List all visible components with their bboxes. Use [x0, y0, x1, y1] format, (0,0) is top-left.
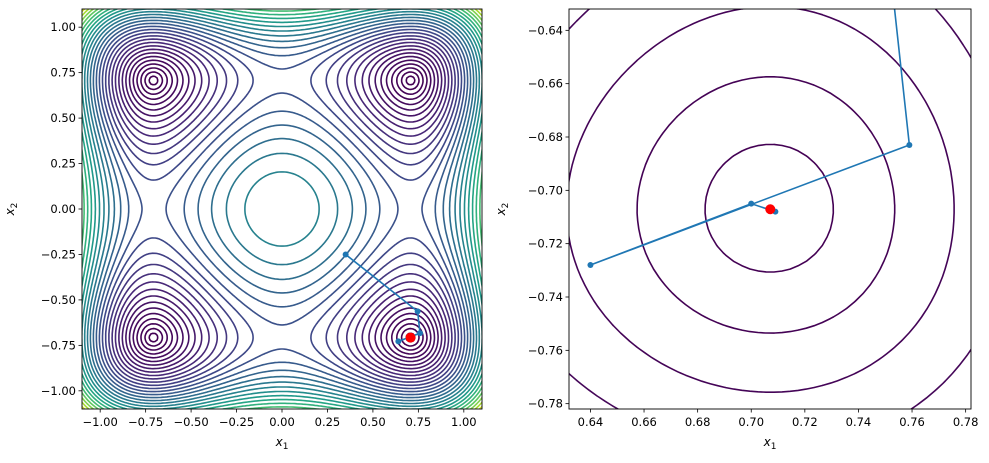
x-tick-label: 0.75	[406, 415, 432, 429]
trajectory-point	[395, 338, 402, 345]
x-tick-label: 0.66	[631, 415, 657, 429]
y-tick-label: −0.72	[528, 237, 563, 251]
contour-level-7	[125, 52, 439, 366]
x-tick-label: 0.74	[846, 415, 872, 429]
axes-frame	[568, 8, 972, 410]
y-tick-label: −0.25	[41, 247, 76, 261]
x-tick-label: 0.76	[899, 415, 925, 429]
y-tick-label: −0.66	[528, 77, 563, 91]
x-tick-label: 0.72	[792, 415, 818, 429]
y-tick-label: −0.75	[41, 338, 76, 352]
y-axis-label: x2	[3, 203, 20, 217]
y-tick-label: −0.68	[528, 130, 563, 144]
contour-level-16	[95, 22, 469, 396]
y-tick-label: 0.50	[50, 111, 76, 125]
contour-level-20	[83, 10, 481, 408]
contour-level-21	[82, 9, 482, 409]
contour-level-3	[140, 67, 424, 351]
y-tick-label: −0.64	[528, 23, 563, 37]
trajectory-point	[748, 200, 755, 207]
contour-level-17	[92, 19, 472, 399]
y-axis-label: x2	[494, 203, 511, 217]
contour-level-2	[144, 71, 420, 347]
x-tick-label: −0.50	[173, 415, 208, 429]
contour-level-27	[82, 9, 482, 409]
contour-level-10	[114, 41, 450, 377]
contour-level-5	[132, 59, 432, 359]
y-tick-label: 1.00	[50, 20, 76, 34]
optimum-point	[405, 332, 416, 343]
y-tick-label: 0.00	[50, 202, 76, 216]
x-tick-label: 0.64	[578, 415, 604, 429]
axes-1: −1.00 −0.75 −0.50 −0.25 0.00 0.25 0.50 0.75 1.00…	[3, 8, 483, 452]
contour-level-23	[82, 9, 482, 409]
contour-level-3	[569, 9, 955, 393]
contour-level-14	[101, 28, 463, 390]
trajectory-point	[342, 251, 349, 258]
x-tick-label: −0.25	[219, 415, 254, 429]
contour-level-25	[82, 9, 482, 409]
y-tick-label: 0.75	[50, 66, 76, 80]
contour-level-12	[108, 35, 456, 383]
trajectory-point	[587, 262, 594, 268]
optimum-point	[765, 204, 776, 215]
contour-level-11	[111, 38, 453, 380]
contour-level-9	[118, 45, 446, 373]
contour-level-6	[128, 55, 436, 363]
x-tick-label: 1.00	[451, 415, 477, 429]
x-tick-label: 0.70	[738, 415, 764, 429]
contour-level-19	[86, 13, 478, 405]
contour-level-13	[104, 31, 460, 387]
contour-level-22	[82, 9, 482, 409]
x-axis-label: x1	[275, 435, 289, 452]
y-tick-label: −0.70	[528, 183, 563, 197]
y-tick-label: 0.25	[50, 157, 76, 171]
contour-level-4	[569, 9, 971, 409]
contour-level-2	[636, 76, 896, 334]
trajectory-point	[414, 308, 421, 315]
y-tick-label: −0.50	[41, 293, 76, 307]
x-tick-label: −1.00	[83, 415, 118, 429]
x-tick-label: 0.78	[953, 415, 979, 429]
axes-2: 0.64 0.66 0.68 0.70 0.72 0.74 0.76 0.78 −0.64 −0.…	[494, 8, 979, 452]
x-tick-label: −0.75	[128, 415, 163, 429]
contour-level-15	[98, 25, 466, 393]
contour-level-8	[121, 48, 443, 370]
x-tick-label: 0.00	[269, 415, 295, 429]
y-tick-label: −0.78	[528, 397, 563, 411]
x-tick-label: 0.25	[315, 415, 341, 429]
y-tick-label: −1.00	[41, 384, 76, 398]
x-axis-label: x1	[763, 435, 777, 452]
y-tick-label: −0.74	[528, 290, 563, 304]
contour-level-18	[89, 16, 475, 402]
trajectory-point	[417, 330, 423, 337]
trajectory-point	[906, 142, 913, 148]
x-tick-label: 0.68	[685, 415, 711, 429]
y-tick-label: −0.76	[528, 343, 563, 357]
x-tick-label: 0.50	[360, 415, 386, 429]
